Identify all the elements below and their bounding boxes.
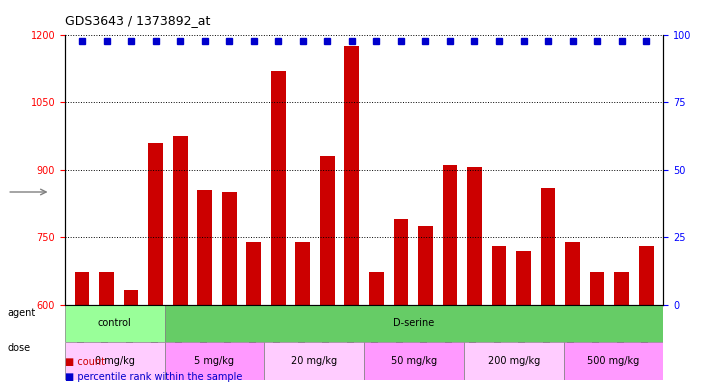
Bar <box>639 246 653 384</box>
FancyBboxPatch shape <box>65 305 164 343</box>
Bar <box>173 136 187 384</box>
Bar <box>247 242 261 384</box>
Bar <box>345 46 359 384</box>
Text: 20 mg/kg: 20 mg/kg <box>291 356 337 366</box>
Bar <box>271 71 286 384</box>
Text: 0 mg/kg: 0 mg/kg <box>95 356 135 366</box>
FancyBboxPatch shape <box>464 343 564 380</box>
Bar <box>418 226 433 384</box>
Bar <box>75 272 89 384</box>
Bar <box>590 272 604 384</box>
Text: D-serine: D-serine <box>394 318 435 328</box>
Bar <box>467 167 482 384</box>
Text: agent: agent <box>7 308 35 318</box>
FancyBboxPatch shape <box>164 343 265 380</box>
Text: GDS3643 / 1373892_at: GDS3643 / 1373892_at <box>65 14 211 27</box>
Bar <box>369 272 384 384</box>
Bar <box>149 142 163 384</box>
FancyBboxPatch shape <box>564 343 663 380</box>
Text: control: control <box>98 318 132 328</box>
Text: dose: dose <box>7 343 30 353</box>
Bar <box>99 272 114 384</box>
FancyBboxPatch shape <box>364 343 464 380</box>
Bar <box>516 250 531 384</box>
Text: ■ count: ■ count <box>65 357 105 367</box>
FancyBboxPatch shape <box>164 305 663 343</box>
Text: ■ percentile rank within the sample: ■ percentile rank within the sample <box>65 372 242 382</box>
Bar <box>614 272 629 384</box>
Text: 50 mg/kg: 50 mg/kg <box>391 356 437 366</box>
Bar <box>222 192 236 384</box>
Bar <box>124 290 138 384</box>
Bar <box>565 242 580 384</box>
Text: 500 mg/kg: 500 mg/kg <box>588 356 640 366</box>
Bar <box>320 156 335 384</box>
Text: 5 mg/kg: 5 mg/kg <box>195 356 234 366</box>
FancyBboxPatch shape <box>65 343 164 380</box>
Bar <box>541 187 555 384</box>
Bar <box>394 219 408 384</box>
Bar <box>492 246 506 384</box>
Bar <box>296 242 310 384</box>
FancyBboxPatch shape <box>265 343 364 380</box>
Bar <box>198 190 212 384</box>
Bar <box>443 165 457 384</box>
Text: 200 mg/kg: 200 mg/kg <box>487 356 540 366</box>
